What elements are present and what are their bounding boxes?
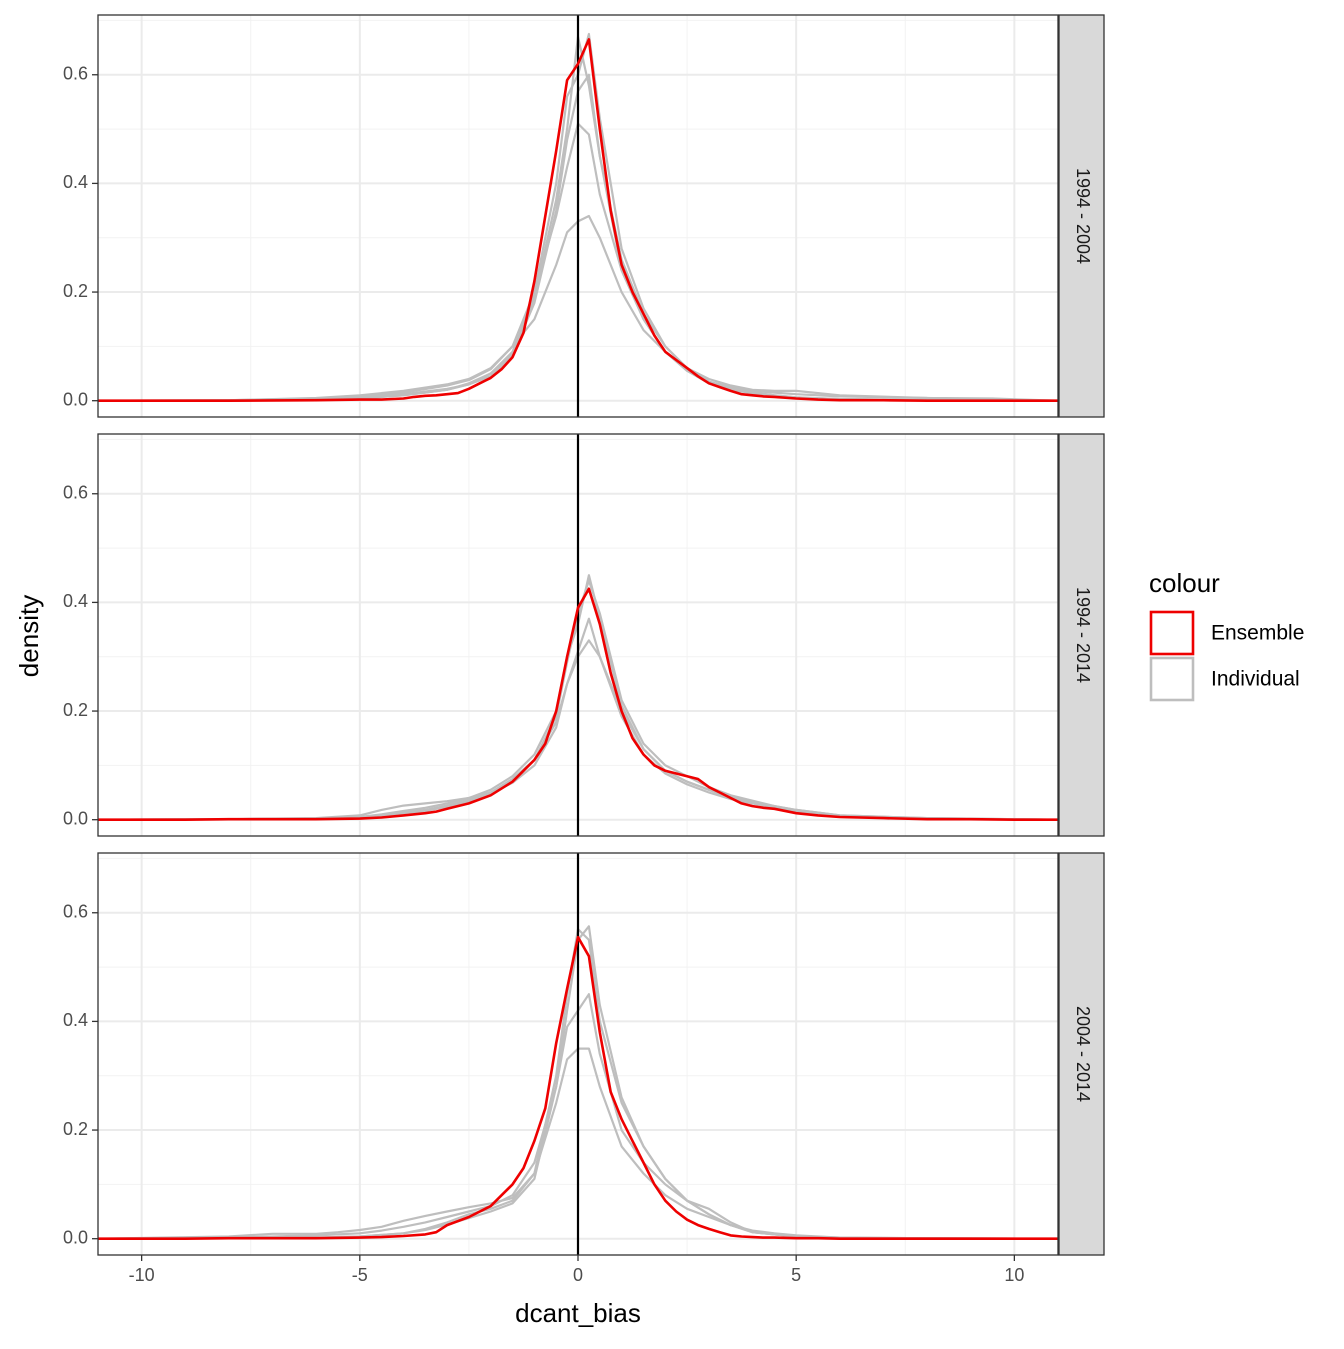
legend-key <box>1149 656 1195 702</box>
y-tick-label: 0.2 <box>63 1119 88 1139</box>
facet-strip-label: 1994 - 2014 <box>1073 587 1093 683</box>
legend-label: Ensemble <box>1211 622 1304 645</box>
y-axis-title: density <box>14 595 44 677</box>
individual-density-line <box>98 214 1058 402</box>
individual-density-line <box>98 925 1058 1240</box>
y-tick-label: 0.0 <box>63 808 88 828</box>
y-tick-label: 0.4 <box>63 172 88 192</box>
series-lines <box>98 853 1058 1255</box>
legend-title: colour <box>1149 568 1220 598</box>
individual-density-line <box>98 122 1058 402</box>
facet-strip <box>1058 433 1105 837</box>
y-tick-label: 0.6 <box>63 902 88 922</box>
panel-2: 1994 - 2014 0.0 0.2 0.4 0.6 <box>63 433 1105 837</box>
panel-1: 1994 - 2004 0.0 0.2 0.4 0.6 <box>63 14 1105 418</box>
facet-strip <box>1058 14 1105 418</box>
series-lines <box>98 434 1058 836</box>
legend-label: Individual <box>1211 668 1300 691</box>
legend: colour Ensemble Individual <box>1149 568 1304 702</box>
facet-strip-label: 1994 - 2004 <box>1073 168 1093 264</box>
panel-border <box>97 433 1059 837</box>
series-lines <box>98 15 1058 417</box>
panel-3: 2004 - 2014 0.0 0.2 0.4 0.6 -10 -5 0 5 10 <box>63 852 1105 1285</box>
y-tick-label: 0.6 <box>63 64 88 84</box>
y-tick-label: 0.0 <box>63 389 88 409</box>
y-tick-label: 0.6 <box>63 483 88 503</box>
ensemble-density-line <box>98 935 1058 1240</box>
ensemble-density-line <box>98 587 1058 822</box>
y-tick-label: 0.4 <box>63 591 88 611</box>
legend-key <box>1149 610 1195 656</box>
panel-border <box>97 14 1059 418</box>
x-tick-label: 10 <box>1004 1265 1024 1285</box>
y-tick-label: 0.0 <box>63 1227 88 1247</box>
individual-density-line <box>98 1047 1058 1240</box>
x-tick-label: -5 <box>352 1265 368 1285</box>
y-tick-label: 0.2 <box>63 281 88 301</box>
x-tick-label: 5 <box>791 1265 801 1285</box>
individual-density-line <box>98 73 1058 402</box>
x-tick-label: 0 <box>573 1265 583 1285</box>
y-tick-label: 0.2 <box>63 700 88 720</box>
y-tick-label: 0.4 <box>63 1010 88 1030</box>
facet-strip <box>1058 852 1105 1256</box>
facet-strip-label: 2004 - 2014 <box>1073 1006 1093 1102</box>
x-tick-label: -10 <box>129 1265 155 1285</box>
x-axis-title: dcant_bias <box>515 1298 641 1328</box>
ensemble-density-line <box>98 38 1058 403</box>
